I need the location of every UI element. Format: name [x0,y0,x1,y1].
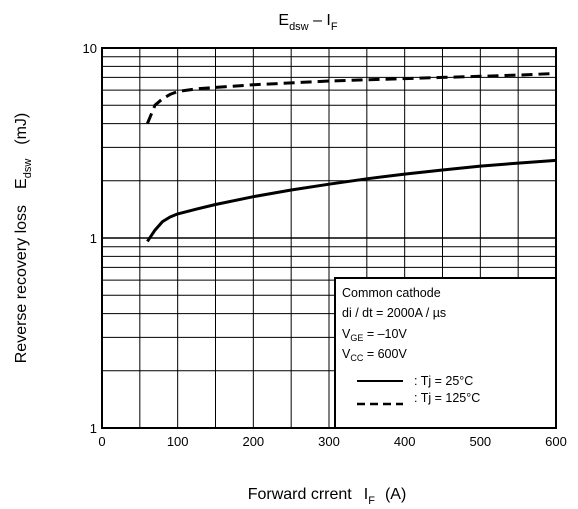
x-tick-label: 600 [545,434,567,449]
series-line-25c [146,158,557,243]
y-tick-label: 10 [83,41,97,56]
y-tick-labels: 10 1 1 [83,41,97,436]
y-tick-label: 1 [90,421,97,436]
x-tick-label: 400 [394,434,416,449]
legend-line-3: VGE = –10V [342,327,407,343]
legend-line-4: VCC = 600V [342,347,407,363]
y-axis-label: Reverse recovery lossEdsw(mJ) [13,113,34,364]
x-axis-label: Forward crrent IF (A) [248,486,407,507]
x-tick-label: 300 [318,434,340,449]
x-tick-labels: 0 100 200 300 400 500 600 [98,434,566,449]
x-tick-label: 0 [98,434,105,449]
legend-series-2: : Tj = 125°C [414,391,480,405]
y-tick-label: 1 [90,231,97,246]
x-tick-label: 200 [242,434,264,449]
legend: Common cathode di / dt = 2000A / µs VGE … [334,277,557,429]
series-line-125c [146,71,557,125]
plot-frame [101,47,557,429]
legend-series-1: : Tj = 25°C [414,374,473,388]
x-tick-label: 500 [469,434,491,449]
x-tick-label: 100 [167,434,189,449]
legend-line-1: Common cathode [342,286,441,300]
legend-line-2: di / dt = 2000A / µs [342,306,446,320]
data-curves [146,71,557,243]
chart-title: Edsw – IF [278,12,337,33]
